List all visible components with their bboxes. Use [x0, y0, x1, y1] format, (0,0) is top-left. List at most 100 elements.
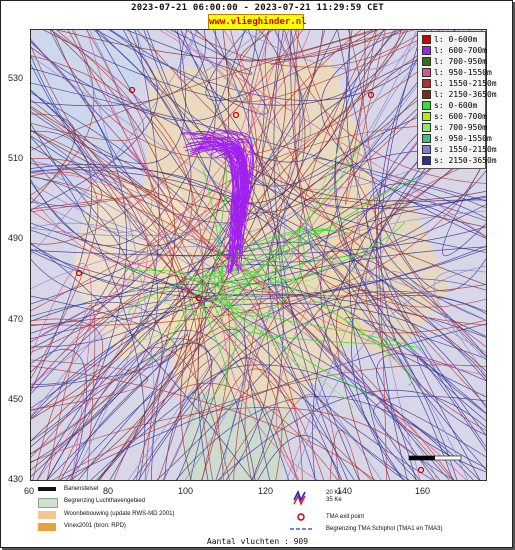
flight-track — [227, 228, 327, 276]
flight-track — [336, 289, 486, 480]
flight-track — [31, 263, 92, 480]
flight-track — [240, 274, 364, 338]
vinex-swatch — [38, 523, 56, 531]
flight-track — [163, 301, 469, 480]
legend-label: l: 2150-3650m — [434, 90, 497, 99]
flight-track — [442, 157, 486, 257]
flight-track — [345, 317, 486, 398]
flight-track — [31, 172, 148, 480]
flight-track — [217, 228, 334, 311]
flight-track — [31, 30, 280, 348]
flight-track — [31, 45, 372, 480]
flight-track — [31, 30, 270, 265]
flight-track — [244, 156, 486, 480]
legend-label: l: 0-600m — [434, 35, 478, 44]
map-key: Banenstelsel Begrenzing Luchthavengebied… — [30, 482, 487, 538]
flight-track — [158, 30, 486, 237]
legend-swatch — [422, 90, 431, 99]
flight-track — [31, 222, 382, 480]
flight-track — [31, 359, 148, 410]
flight-track — [31, 241, 486, 395]
flight-track — [349, 200, 486, 480]
housing-swatch — [38, 511, 56, 519]
flight-track — [31, 157, 486, 326]
flight-track — [31, 30, 406, 471]
flight-track — [31, 30, 306, 204]
flight-track — [136, 30, 486, 348]
flight-track — [149, 280, 212, 360]
flight-track — [165, 30, 286, 480]
flight-count: Aantal vluchten : 909 — [206, 537, 309, 546]
flight-track — [31, 30, 366, 214]
flight-track — [205, 222, 405, 285]
flight-track — [128, 30, 486, 202]
flight-track — [31, 129, 303, 480]
flight-track — [31, 30, 192, 349]
tma-exit-marker — [75, 269, 83, 277]
flight-track — [46, 338, 256, 480]
flight-track — [31, 365, 376, 480]
tma-boundary-icon — [290, 528, 312, 530]
flight-track — [31, 301, 163, 480]
contour-35-label: 35 Ke — [326, 497, 342, 503]
flight-track — [298, 30, 486, 334]
flight-track — [214, 161, 227, 299]
legend-swatch — [422, 112, 431, 121]
legend-item: s: 0-600m — [422, 101, 477, 111]
legend-item: s: 1550-2150m — [422, 145, 497, 155]
flight-track — [31, 146, 187, 480]
flight-track — [275, 30, 406, 480]
flight-track — [31, 30, 153, 233]
flight-track — [294, 30, 486, 358]
housing-label: Woonbebouwing (update RWS-MD 2001) — [64, 511, 175, 517]
brand-badge[interactable]: www.vlieghinder.nl — [208, 14, 307, 30]
flight-track — [31, 318, 104, 458]
tma-exit-marker — [367, 91, 375, 99]
flight-track — [31, 302, 142, 480]
flight-track — [240, 229, 351, 271]
flight-track — [329, 430, 360, 480]
flight-track — [31, 42, 127, 480]
flight-track — [252, 394, 339, 480]
legend-swatch — [422, 79, 431, 88]
flight-track — [31, 30, 304, 237]
flight-track-map[interactable] — [30, 29, 487, 481]
y-tick-470: 470 — [8, 314, 24, 324]
flight-track — [95, 30, 486, 469]
flight-track — [240, 30, 374, 62]
flight-track — [31, 209, 486, 297]
x-tick-120: 120 — [258, 486, 274, 496]
legend-swatch — [422, 101, 431, 110]
tma-exit-marker — [417, 466, 425, 474]
legend-item: s: 950-1550m — [422, 134, 492, 144]
flight-track — [128, 269, 238, 315]
airport-boundary-label: Begrenzing Luchthavengebied — [64, 498, 146, 504]
flight-track — [241, 30, 425, 71]
flight-track — [31, 30, 380, 151]
flight-track — [273, 30, 348, 480]
legend-item: s: 2150-3650m — [422, 156, 497, 166]
flight-track — [31, 92, 270, 480]
flight-track — [31, 229, 474, 480]
flight-track — [217, 287, 240, 331]
flight-track — [99, 30, 287, 480]
flight-track — [217, 251, 285, 318]
flight-track — [180, 30, 457, 480]
flight-track — [335, 30, 486, 422]
flight-track — [69, 330, 289, 480]
legend-item: l: 950-1550m — [422, 68, 492, 78]
flight-track — [211, 319, 421, 351]
flight-track — [225, 130, 254, 259]
flight-track — [185, 30, 427, 68]
legend-label: s: 700-950m — [434, 123, 487, 132]
legend-label: l: 700-950m — [434, 57, 487, 66]
flight-track — [345, 30, 386, 205]
flight-track — [303, 197, 486, 286]
flight-track — [56, 30, 386, 61]
scale-bar-segment — [409, 456, 435, 460]
flight-track — [32, 124, 486, 480]
flight-track — [203, 180, 414, 288]
flight-track — [190, 30, 360, 480]
flight-track — [31, 82, 486, 219]
legend-label: l: 950-1550m — [434, 68, 492, 77]
